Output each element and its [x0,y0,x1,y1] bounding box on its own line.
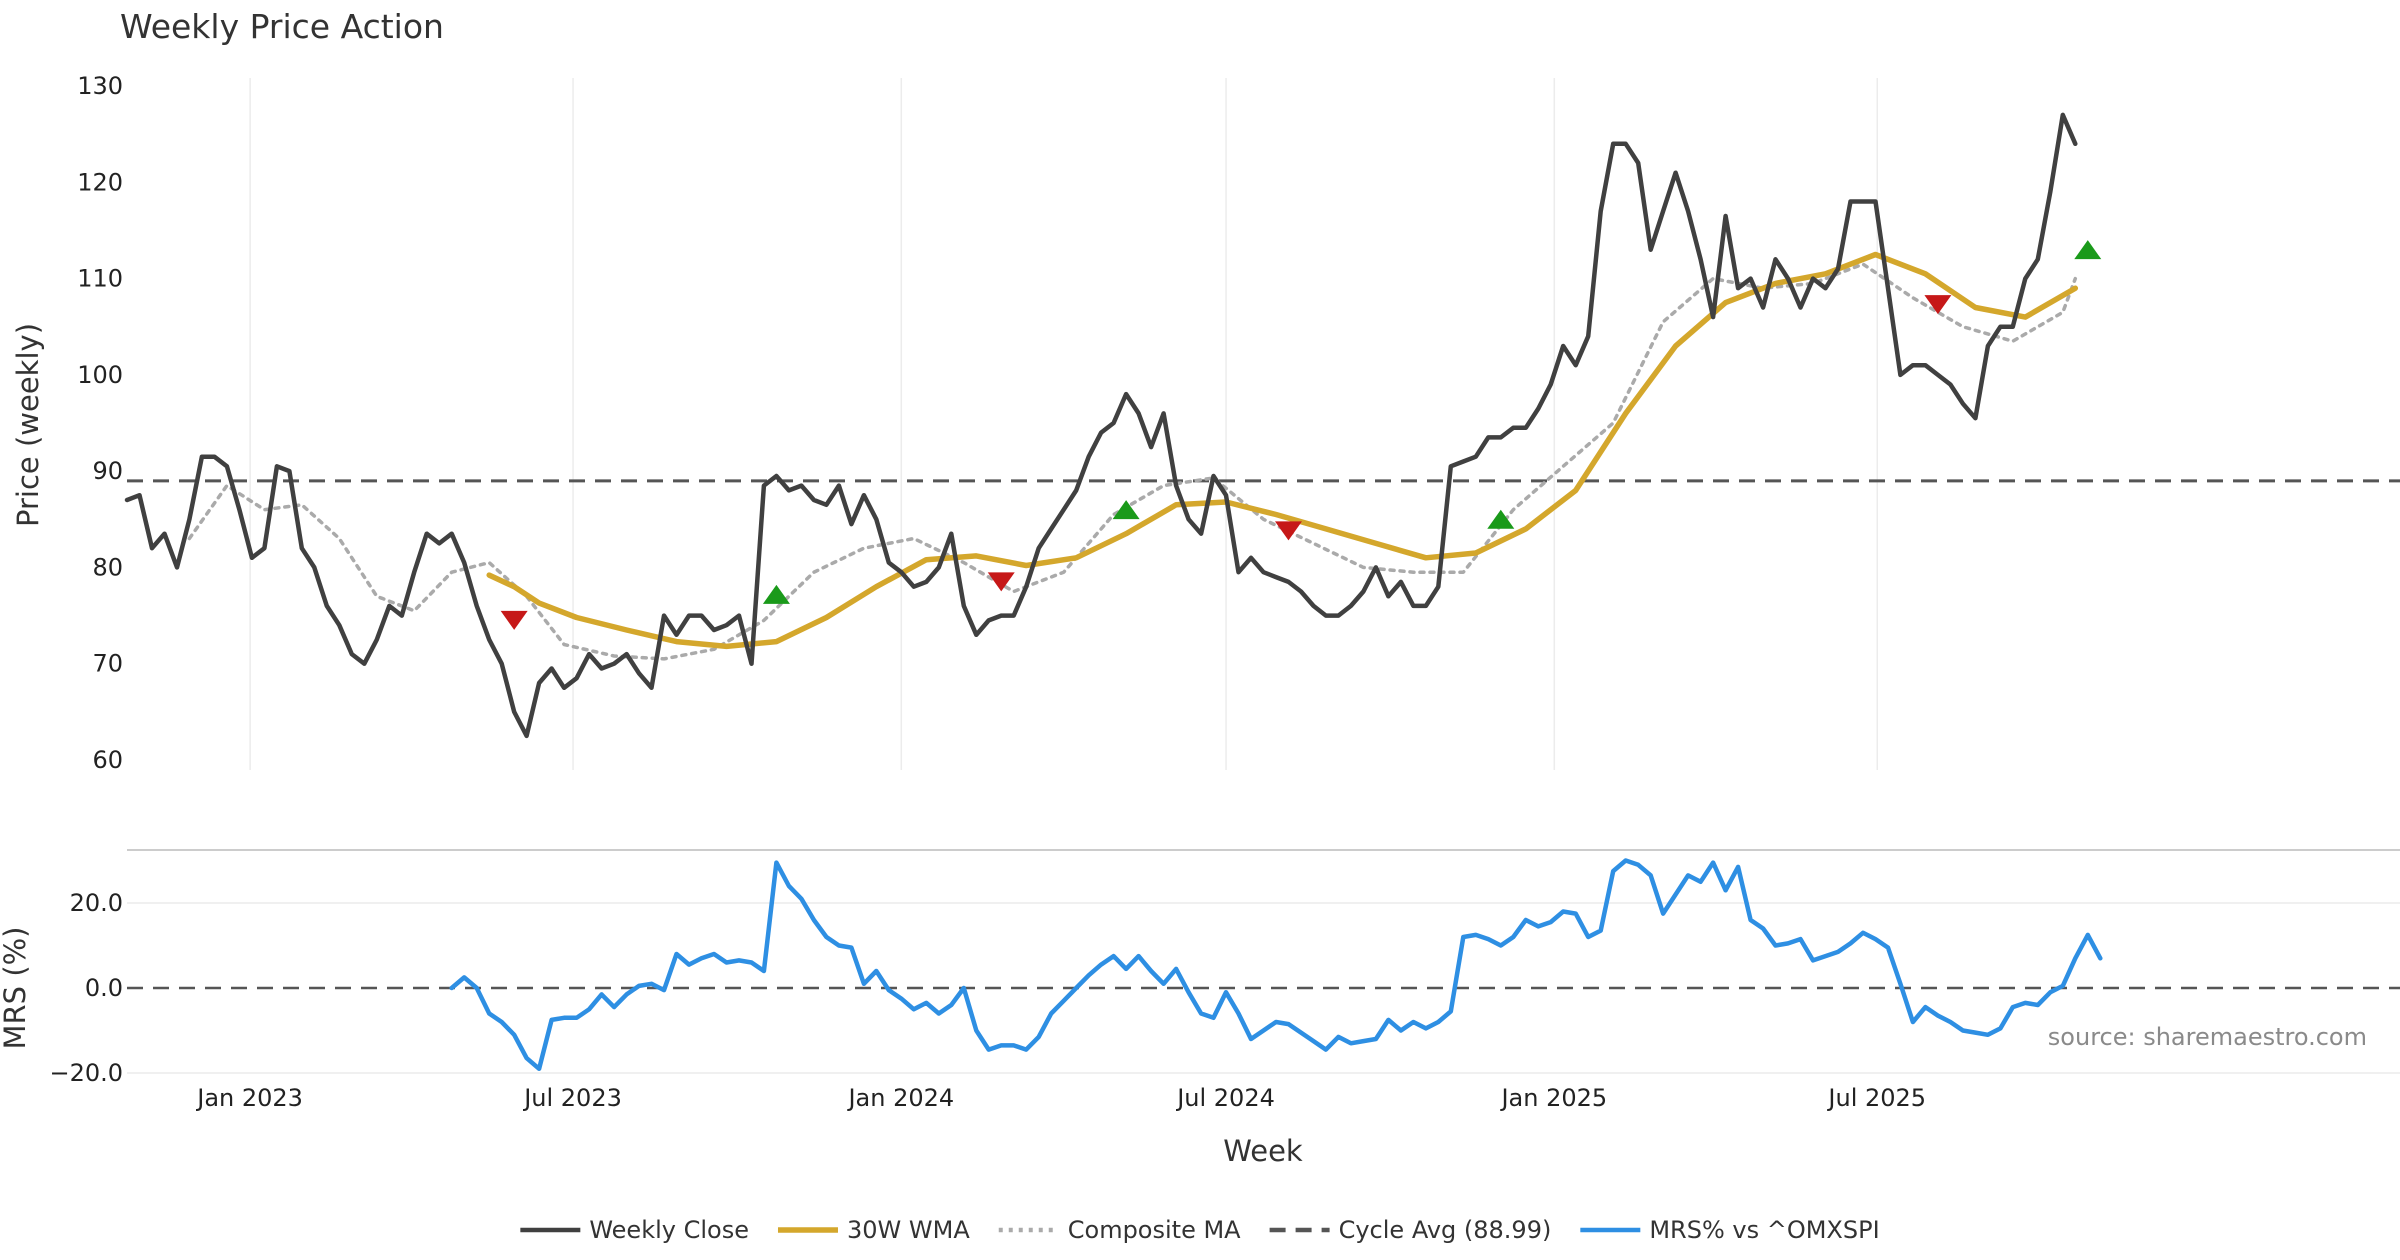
sell-signal-marker [500,610,528,630]
buy-signal-marker [762,584,790,604]
mrs-y-tick-label: −20.0 [49,1059,123,1087]
weekly-close-line [124,112,2078,739]
buy-signal-marker [1112,500,1140,520]
x-tick-label: Jan 2023 [195,1084,303,1112]
legend-item-cycle: Cycle Avg (88.99) [1269,1216,1552,1244]
price-y-ticks: 60 70 80 90 100 110 120 130 [77,72,123,774]
legend-item-mrs: MRS% vs ^OMXSPI [1580,1216,1880,1244]
legend-item-composite: Composite MA [998,1216,1241,1244]
mrs-line [449,858,2103,1072]
sell-signal-marker [1274,521,1302,541]
x-axis-ticks: Jan 2023 Jul 2023 Jan 2024 Jul 2024 Jan 2025… [195,1084,1926,1112]
sell-signal-marker [987,572,1015,592]
price-y-tick-label: 80 [92,553,123,581]
sell-signal-marker [1924,295,1952,315]
mrs-y-tick-label: 20.0 [70,889,123,917]
mrs-y-ticks: −20.0 0.0 20.0 [49,889,2400,1087]
price-y-tick-label: 110 [77,265,123,293]
price-panel: 60 70 80 90 100 110 120 130 Price (weekly) [11,72,2400,774]
wma-line [486,251,2079,650]
x-tick-label: Jan 2025 [1499,1084,1607,1112]
price-y-tick-label: 90 [92,457,123,485]
price-y-tick-label: 120 [77,168,123,196]
legend-label: Weekly Close [589,1216,749,1244]
source-label: source: sharemaestro.com [2048,1023,2367,1051]
x-tick-label: Jul 2025 [1826,1084,1926,1112]
x-axis-label: Week [1223,1134,1303,1168]
x-tick-label: Jul 2023 [522,1084,622,1112]
legend-label: Composite MA [1068,1216,1241,1244]
composite-ma-line [187,262,2078,661]
price-vertical-grid [249,78,1878,770]
price-y-axis-label: Price (weekly) [11,323,45,527]
chart-title: Weekly Price Action [120,7,444,46]
signal-markers [500,240,2102,630]
price-y-tick-label: 60 [92,746,123,774]
price-y-tick-label: 100 [77,361,123,389]
buy-signal-marker [2074,240,2102,260]
price-y-tick-label: 70 [92,650,123,678]
legend-label: 30W WMA [847,1216,970,1244]
mrs-panel: −20.0 0.0 20.0 MRS (%) source: sharemaestr… [0,858,2400,1087]
x-tick-label: Jan 2024 [846,1084,954,1112]
legend-label: MRS% vs ^OMXSPI [1649,1216,1879,1244]
legend-item-close: Weekly Close [520,1216,749,1244]
legend-item-wma: 30W WMA [777,1216,970,1244]
mrs-y-tick-label: 0.0 [85,974,123,1002]
price-y-tick-label: 130 [77,72,123,100]
legend: Weekly Close 30W WMA Composite MA Cycle Avg… [520,1216,1880,1244]
legend-label: Cycle Avg (88.99) [1339,1216,1552,1244]
mrs-y-axis-label: MRS (%) [0,927,32,1050]
buy-signal-marker [1487,509,1515,529]
x-tick-label: Jul 2024 [1175,1084,1275,1112]
